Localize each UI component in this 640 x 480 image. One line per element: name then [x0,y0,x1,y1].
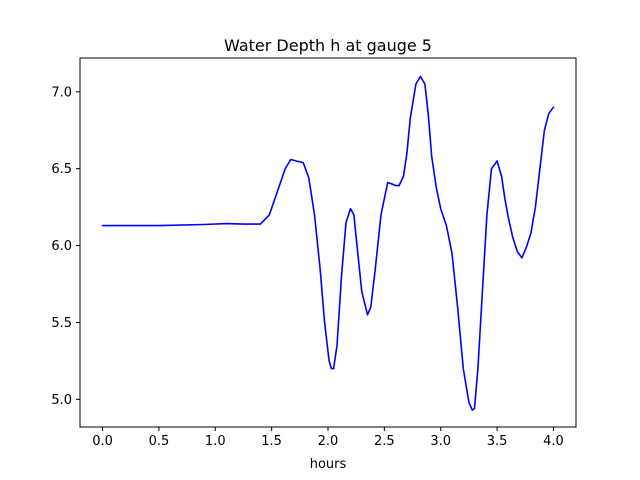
y-tick-label: 6.5 [51,162,72,177]
series-line-0 [101,75,555,411]
x-tick-label: 4.0 [543,434,564,449]
chart-title: Water Depth h at gauge 5 [224,36,432,55]
x-tick-label: 3.5 [487,434,508,449]
x-tick-label: 0.0 [92,434,113,449]
y-tick-label: 7.0 [51,85,72,100]
y-tick-label: 5.5 [51,316,72,331]
x-axis-label: hours [310,457,347,472]
x-tick-label: 2.0 [318,434,339,449]
x-tick-label: 3.0 [430,434,451,449]
x-tick-label: 1.5 [261,434,282,449]
y-tick-label: 5.0 [51,393,72,408]
plot-area [101,75,555,411]
x-tick-label: 1.0 [205,434,226,449]
axes: 0.0 0.5 1.0 1.5 2.0 2.5 3.0 3.5 4.0 5.0 5.5 6.0 6.5 7… [51,57,577,449]
x-tick-label: 2.5 [374,434,395,449]
y-tick-label: 6.0 [51,239,72,254]
x-tick-label: 0.5 [149,434,170,449]
